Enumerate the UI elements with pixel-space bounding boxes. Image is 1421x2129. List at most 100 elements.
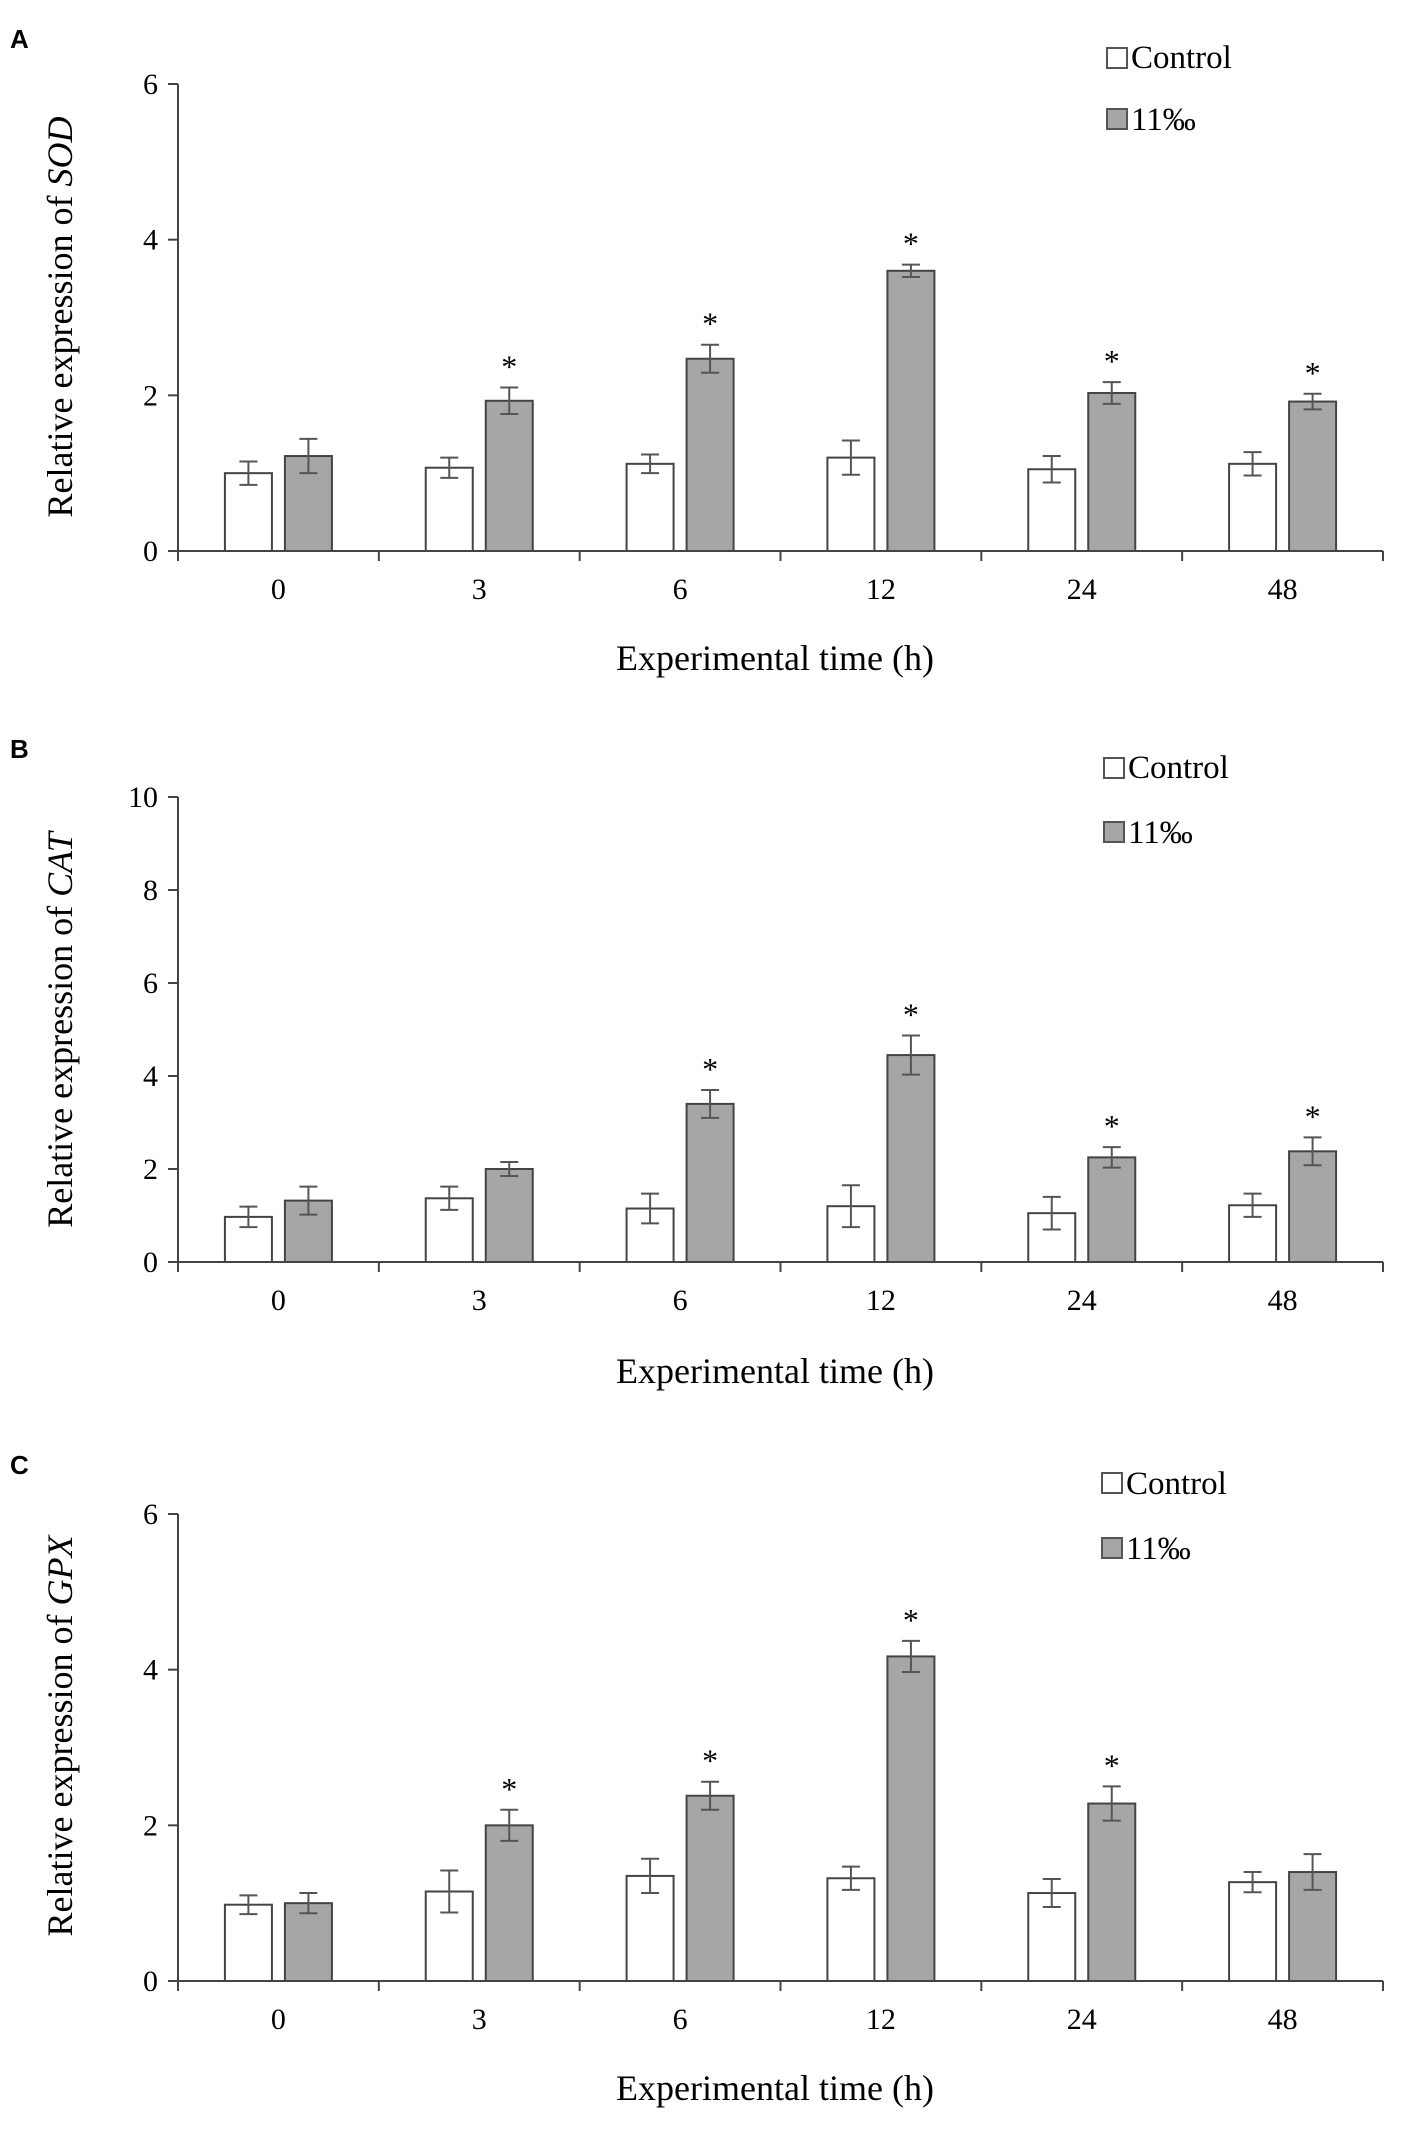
error-bar (1102, 1785, 1121, 1822)
error-bar (901, 263, 920, 279)
bar-treatment (1087, 391, 1137, 552)
x-tick-label: 24 (1067, 573, 1097, 606)
bar-treatment (283, 1902, 333, 1982)
error-bar (500, 1808, 519, 1842)
x-tick-label: 48 (1268, 2003, 1298, 2036)
significance-marker: * (702, 1051, 718, 1087)
legend-label-treatment: 11‰ (1131, 102, 1196, 138)
error-bar (299, 1892, 318, 1915)
error-bar (841, 439, 860, 476)
legend-swatch-treatment (1106, 108, 1128, 130)
y-tick-label: 0 (143, 1965, 158, 1998)
x-axis-title: Experimental time (h) (616, 638, 934, 678)
y-tick-label: 4 (143, 1654, 158, 1687)
error-bar (701, 1780, 720, 1811)
panel-label: B (10, 734, 29, 764)
error-bar (841, 1865, 860, 1891)
y-tick-label: 2 (143, 1809, 158, 1842)
bar-control (625, 462, 675, 552)
error-bar (1243, 451, 1262, 477)
bar-control (1228, 1881, 1278, 1982)
y-tick-label: 10 (128, 781, 158, 814)
significance-marker: * (702, 1743, 718, 1779)
legend-label-control: Control (1128, 750, 1229, 786)
bar-control (826, 1877, 876, 1983)
error-bar (440, 456, 459, 479)
x-tick-label: 3 (472, 1284, 487, 1317)
x-tick-label: 3 (472, 2003, 487, 2036)
significance-marker: * (1305, 355, 1321, 391)
error-bar (1042, 1878, 1061, 1909)
error-bar (701, 343, 720, 374)
error-bar (1042, 455, 1061, 484)
panel-b: B Relative expression of CAT Experimenta… (10, 734, 1384, 1391)
x-tick-label: 48 (1268, 573, 1298, 606)
legend-swatch-treatment (1103, 821, 1125, 843)
error-bar (1243, 1871, 1262, 1894)
x-axis-title: Experimental time (h) (616, 1351, 934, 1391)
x-tick-label: 12 (866, 573, 896, 606)
y-tick-label: 6 (143, 967, 158, 1000)
error-bar (1303, 392, 1322, 411)
x-tick-label: 6 (673, 573, 688, 606)
x-tick-label: 6 (673, 2003, 688, 2036)
error-bar (1042, 1195, 1061, 1231)
x-tick-label: 24 (1067, 1284, 1097, 1317)
bar-treatment (685, 1102, 735, 1264)
y-axis-title: Relative expression of GPX (40, 1534, 80, 1937)
significance-marker: * (903, 226, 919, 262)
panel-label: C (10, 1450, 29, 1480)
error-bar (299, 437, 318, 475)
x-tick-label: 12 (866, 1284, 896, 1317)
bar-treatment (886, 1054, 936, 1263)
bar-control (424, 466, 474, 552)
bar-treatment (1087, 1802, 1137, 1983)
significance-marker: * (1305, 1098, 1321, 1134)
y-tick-label: 0 (143, 1246, 158, 1279)
x-tick-label: 48 (1268, 1284, 1298, 1317)
bar-treatment (886, 269, 936, 552)
error-bar (1303, 1136, 1322, 1167)
y-axis-title: Relative expression of CAT (40, 829, 80, 1228)
x-tick-label: 0 (271, 1284, 286, 1317)
significance-marker: * (903, 997, 919, 1033)
legend-swatch-control (1103, 757, 1125, 779)
error-bar (299, 1185, 318, 1216)
error-bar (701, 1088, 720, 1119)
bar-treatment (484, 1168, 534, 1263)
error-bar (239, 460, 258, 486)
error-bar (901, 1639, 920, 1674)
y-tick-label: 2 (143, 1153, 158, 1186)
error-bar (641, 453, 660, 475)
legend-label-treatment: 11‰ (1128, 815, 1193, 851)
error-bar (239, 1894, 258, 1916)
y-tick-label: 0 (143, 535, 158, 568)
error-bar (641, 1192, 660, 1225)
y-tick-label: 4 (143, 224, 158, 257)
bar-treatment (1288, 400, 1338, 552)
error-bar (440, 1869, 459, 1914)
panel-a: A Relative expression of SOD Experimenta… (10, 24, 1384, 678)
legend: Control 11‰ (1106, 40, 1232, 138)
legend-swatch-control (1101, 1472, 1123, 1494)
y-tick-label: 4 (143, 1060, 158, 1093)
significance-marker: * (1104, 343, 1120, 379)
bar-control (1027, 1892, 1077, 1983)
legend-label-treatment: 11‰ (1126, 1531, 1191, 1567)
error-bar (500, 1161, 519, 1177)
significance-marker: * (501, 1771, 517, 1807)
bar-treatment (685, 1794, 735, 1983)
panel-label: A (10, 24, 29, 54)
error-bar (1243, 1192, 1262, 1218)
error-bar (641, 1857, 660, 1895)
bar-treatment (484, 1824, 534, 1983)
bar-control (424, 1197, 474, 1264)
error-bar (901, 1034, 920, 1076)
x-tick-label: 24 (1067, 2003, 1097, 2036)
error-bar (239, 1205, 258, 1229)
x-tick-label: 3 (472, 573, 487, 606)
bar-control (223, 472, 273, 552)
